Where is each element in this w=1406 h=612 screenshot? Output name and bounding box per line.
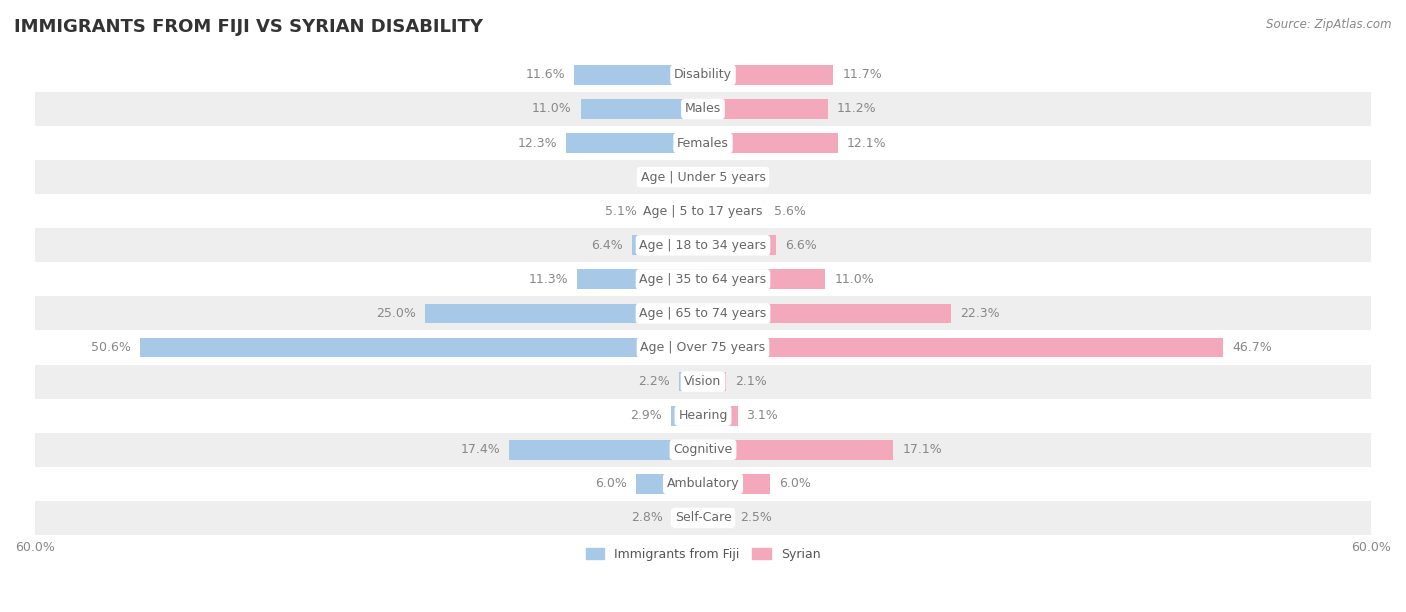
Text: 5.1%: 5.1% — [606, 204, 637, 218]
Bar — [35, 467, 1371, 501]
Text: 12.1%: 12.1% — [846, 136, 886, 149]
Text: Cognitive: Cognitive — [673, 443, 733, 457]
Text: 17.4%: 17.4% — [461, 443, 501, 457]
Text: 46.7%: 46.7% — [1232, 341, 1271, 354]
Bar — [703, 133, 838, 153]
Bar — [35, 296, 1371, 330]
Bar — [703, 167, 717, 187]
Text: 1.3%: 1.3% — [727, 171, 758, 184]
Text: 0.92%: 0.92% — [644, 171, 683, 184]
Text: Vision: Vision — [685, 375, 721, 388]
Text: 11.7%: 11.7% — [842, 69, 882, 81]
Text: 2.5%: 2.5% — [740, 512, 772, 524]
Text: 11.0%: 11.0% — [834, 273, 875, 286]
Text: Age | Under 5 years: Age | Under 5 years — [641, 171, 765, 184]
Bar — [703, 65, 834, 85]
Bar — [574, 65, 703, 85]
Text: 5.6%: 5.6% — [775, 204, 806, 218]
Bar — [35, 398, 1371, 433]
Bar — [703, 236, 776, 255]
Text: 2.2%: 2.2% — [638, 375, 669, 388]
Bar — [647, 201, 703, 221]
Bar — [581, 99, 703, 119]
Text: 22.3%: 22.3% — [960, 307, 1000, 320]
Bar — [35, 160, 1371, 194]
Bar — [703, 201, 765, 221]
Bar — [35, 126, 1371, 160]
Text: 6.4%: 6.4% — [591, 239, 623, 252]
Text: 11.0%: 11.0% — [531, 102, 572, 116]
Legend: Immigrants from Fiji, Syrian: Immigrants from Fiji, Syrian — [579, 542, 827, 567]
Text: Self-Care: Self-Care — [675, 512, 731, 524]
Text: Age | 65 to 74 years: Age | 65 to 74 years — [640, 307, 766, 320]
Text: Age | 5 to 17 years: Age | 5 to 17 years — [644, 204, 762, 218]
Bar — [425, 304, 703, 323]
Text: Age | 18 to 34 years: Age | 18 to 34 years — [640, 239, 766, 252]
Bar — [703, 269, 825, 289]
Bar — [703, 338, 1223, 357]
Text: 6.6%: 6.6% — [786, 239, 817, 252]
Bar — [578, 269, 703, 289]
Bar — [671, 406, 703, 425]
Text: Age | 35 to 64 years: Age | 35 to 64 years — [640, 273, 766, 286]
Bar — [567, 133, 703, 153]
Bar — [679, 371, 703, 392]
Bar — [35, 228, 1371, 263]
Bar — [703, 440, 893, 460]
Text: 6.0%: 6.0% — [595, 477, 627, 490]
Bar — [35, 194, 1371, 228]
Text: 11.3%: 11.3% — [529, 273, 568, 286]
Bar — [631, 236, 703, 255]
Bar — [703, 508, 731, 528]
Bar — [35, 330, 1371, 365]
Bar — [672, 508, 703, 528]
Text: Source: ZipAtlas.com: Source: ZipAtlas.com — [1267, 18, 1392, 31]
Text: 6.0%: 6.0% — [779, 477, 811, 490]
Text: Ambulatory: Ambulatory — [666, 477, 740, 490]
Text: Females: Females — [678, 136, 728, 149]
Text: 2.1%: 2.1% — [735, 375, 768, 388]
Bar — [35, 263, 1371, 296]
Bar — [139, 338, 703, 357]
Text: 25.0%: 25.0% — [375, 307, 416, 320]
Bar — [703, 304, 952, 323]
Text: 2.8%: 2.8% — [631, 512, 662, 524]
Text: Disability: Disability — [673, 69, 733, 81]
Text: Hearing: Hearing — [678, 409, 728, 422]
Text: 12.3%: 12.3% — [517, 136, 557, 149]
Text: Age | Over 75 years: Age | Over 75 years — [641, 341, 765, 354]
Bar — [703, 474, 770, 494]
Bar — [693, 167, 703, 187]
Bar — [35, 58, 1371, 92]
Text: 50.6%: 50.6% — [91, 341, 131, 354]
Text: Males: Males — [685, 102, 721, 116]
Text: 11.2%: 11.2% — [837, 102, 876, 116]
Bar — [509, 440, 703, 460]
Text: 2.9%: 2.9% — [630, 409, 662, 422]
Text: 3.1%: 3.1% — [747, 409, 778, 422]
Text: IMMIGRANTS FROM FIJI VS SYRIAN DISABILITY: IMMIGRANTS FROM FIJI VS SYRIAN DISABILIT… — [14, 18, 484, 36]
Bar — [35, 501, 1371, 535]
Bar — [35, 92, 1371, 126]
Bar — [35, 365, 1371, 398]
Bar — [703, 406, 738, 425]
Text: 11.6%: 11.6% — [526, 69, 565, 81]
Bar — [636, 474, 703, 494]
Bar — [35, 433, 1371, 467]
Bar — [703, 99, 828, 119]
Text: 17.1%: 17.1% — [903, 443, 942, 457]
Bar — [703, 371, 727, 392]
